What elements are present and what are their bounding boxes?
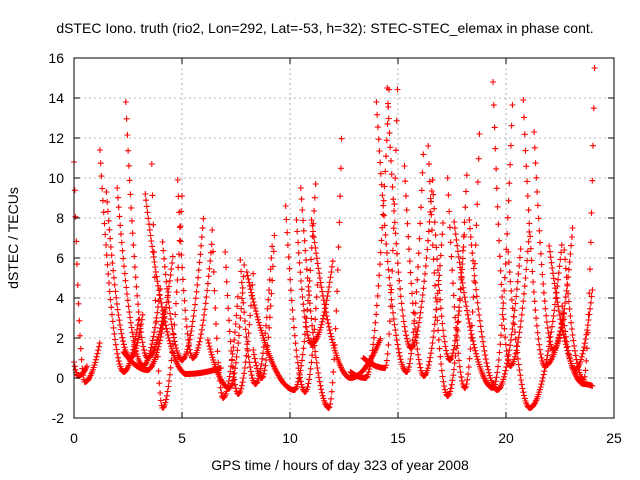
y-tick-label: 12 — [48, 130, 64, 146]
data-layer — [71, 65, 598, 411]
satellite-arc — [222, 249, 257, 397]
satellite-arc — [122, 99, 168, 361]
y-tick-label: 6 — [56, 250, 64, 266]
data-points — [429, 177, 468, 363]
data-points — [142, 191, 224, 377]
data-points — [561, 65, 598, 383]
x-tick-label: 15 — [390, 430, 406, 446]
tick-layer: 0 5 10 15 20 25 -2 0 2 4 6 8 10 12 14 16 — [48, 50, 622, 446]
data-points — [122, 99, 168, 361]
satellite-arc — [561, 65, 598, 383]
satellite-arc — [347, 86, 392, 381]
data-points — [360, 86, 401, 371]
plot-frame — [73, 57, 615, 419]
satellite-arc — [243, 181, 319, 393]
satellite-arc — [490, 79, 533, 369]
satellite-arc — [250, 232, 278, 381]
satellite-arc — [71, 159, 103, 385]
satellite-arc — [174, 177, 215, 361]
satellite-arc — [505, 242, 565, 411]
satellite-arc — [384, 85, 436, 351]
x-tick-label: 20 — [498, 430, 514, 446]
satellite-arc — [204, 262, 248, 391]
data-points — [174, 177, 215, 361]
satellite-arc — [425, 143, 470, 399]
satellite-arc — [559, 287, 596, 373]
satellite-arc — [401, 163, 446, 379]
x-tick-label: 10 — [282, 430, 298, 446]
satellite-arc — [159, 215, 207, 363]
data-points — [559, 287, 596, 373]
satellite-arc — [444, 131, 483, 391]
data-points — [505, 242, 565, 411]
x-axis-label: GPS time / hours of day 323 of year 2008 — [211, 457, 469, 473]
data-points — [490, 79, 533, 369]
data-points — [444, 131, 483, 391]
data-points — [243, 181, 319, 393]
satellite-arc — [142, 191, 224, 377]
y-tick-label: 14 — [48, 90, 64, 106]
y-tick-label: -2 — [52, 410, 65, 426]
data-points — [384, 85, 436, 351]
chart-title: dSTEC Iono. truth (rio2, Lon=292, Lat=-5… — [56, 20, 593, 36]
grid-layer — [74, 58, 614, 418]
x-tick-label: 0 — [70, 430, 78, 446]
y-tick-label: 8 — [56, 210, 64, 226]
satellite-arc — [237, 243, 276, 387]
satellite-arc — [531, 129, 576, 353]
data-points — [466, 217, 524, 393]
satellite-arc — [429, 177, 468, 363]
data-points — [425, 143, 470, 399]
data-points — [222, 249, 257, 397]
y-tick-label: 0 — [56, 370, 64, 386]
x-tick-label: 25 — [606, 430, 622, 446]
y-tick-label: 10 — [48, 170, 64, 186]
data-points — [237, 243, 276, 387]
data-points — [159, 215, 207, 363]
data-points — [531, 129, 576, 353]
y-tick-label: 16 — [48, 50, 64, 66]
y-tick-label: 4 — [56, 290, 64, 306]
satellite-arc — [360, 86, 401, 371]
data-points — [401, 163, 446, 379]
data-points — [71, 159, 103, 385]
satellite-arc — [373, 99, 427, 375]
data-points — [373, 99, 427, 375]
data-points — [204, 262, 248, 391]
data-points — [347, 86, 392, 381]
y-axis-label: dSTEC / TECUs — [5, 187, 21, 289]
data-points — [250, 232, 278, 381]
data-points — [209, 227, 241, 401]
satellite-arc — [209, 227, 241, 401]
x-tick-label: 5 — [178, 430, 186, 446]
y-tick-label: 2 — [56, 330, 64, 346]
satellite-arc — [466, 217, 524, 393]
